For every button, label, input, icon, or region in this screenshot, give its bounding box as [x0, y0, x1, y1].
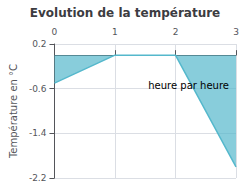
svg-text:1: 1	[112, 27, 118, 37]
svg-text:-1.4: -1.4	[29, 128, 47, 138]
svg-text:Température en °C: Température en °C	[8, 64, 19, 159]
svg-text:2: 2	[173, 27, 179, 37]
svg-text:Evolution de la température: Evolution de la température	[30, 6, 221, 20]
svg-text:0.2: 0.2	[32, 39, 46, 49]
svg-text:-0.6: -0.6	[29, 84, 47, 94]
svg-text:heure par heure: heure par heure	[148, 80, 229, 91]
svg-text:-2.2: -2.2	[29, 173, 47, 183]
svg-text:3: 3	[233, 27, 239, 37]
svg-text:0: 0	[52, 27, 58, 37]
